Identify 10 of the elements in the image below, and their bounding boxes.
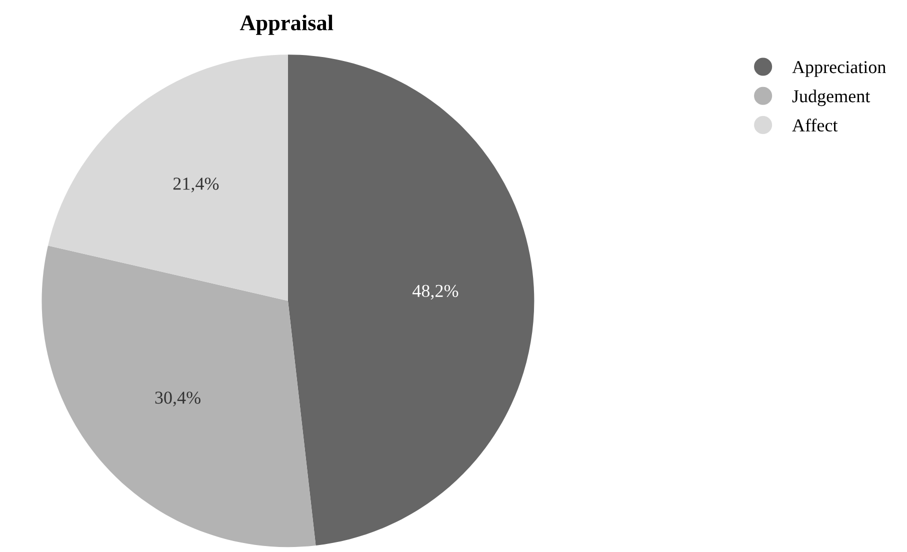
pie-slice [42,246,316,548]
pie-slice [288,54,534,546]
data-label: 21,4% [173,178,219,192]
legend-label: Judgement [792,90,870,106]
chart-title: Appraisal [240,14,334,35]
legend-label: Appreciation [792,61,886,77]
pie-slice [48,54,288,301]
data-label: 48,2% [412,284,458,300]
legend-label: Affect [792,118,838,132]
data-label: 30,4% [155,392,200,406]
